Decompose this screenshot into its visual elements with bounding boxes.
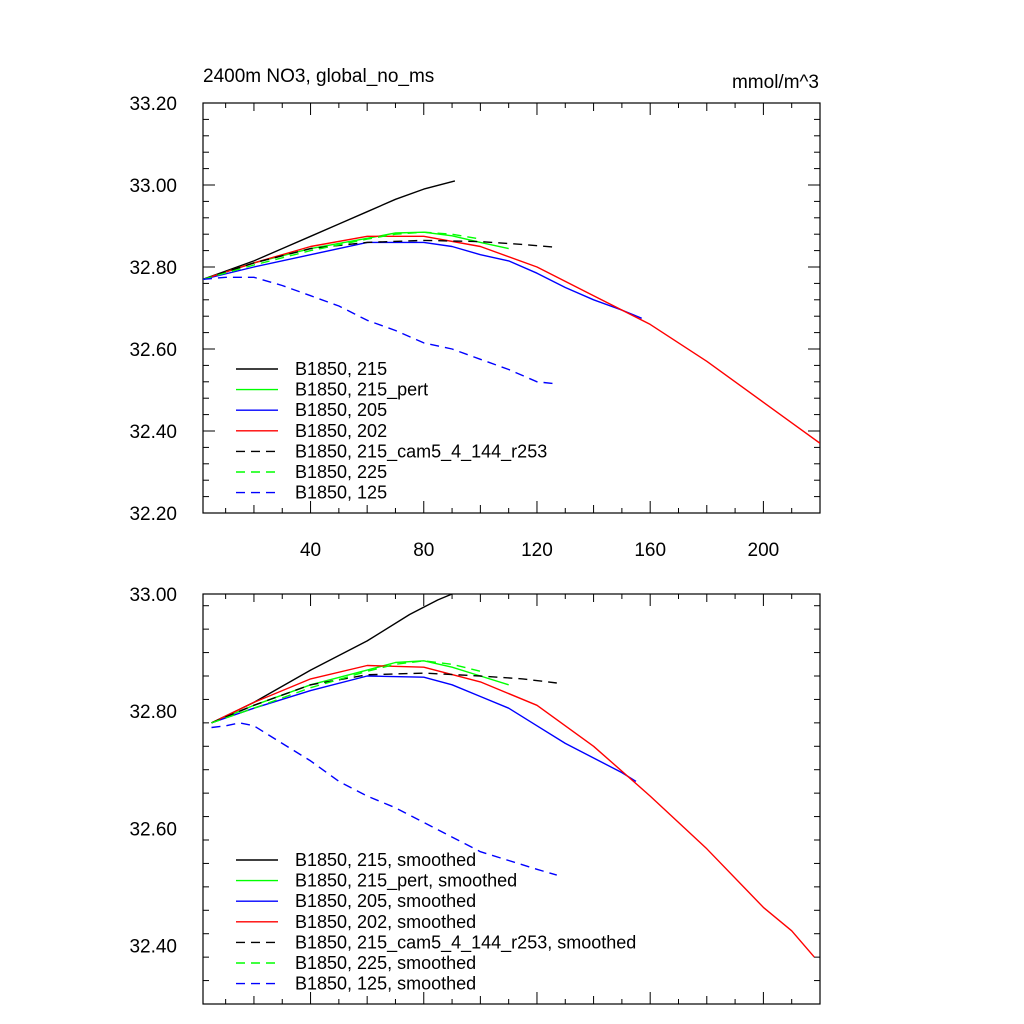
series-line-2	[203, 231, 509, 280]
series-line-5	[203, 239, 557, 280]
legend-label: B1850, 215_cam5_4_144_r253	[295, 441, 547, 462]
x-axis	[225, 594, 821, 1004]
series-line-7	[203, 276, 557, 385]
legend-label: B1850, 125	[295, 483, 387, 503]
series-line-1	[203, 180, 456, 280]
y-tick-label: 32.40	[129, 936, 177, 957]
y-tick-label: 33.00	[129, 585, 177, 606]
y-tick-label: 32.80	[129, 702, 177, 723]
y-tick-label: 33.00	[129, 176, 177, 197]
series-line-3	[203, 241, 642, 319]
x-tick-label: 40	[300, 540, 321, 561]
series-line-4	[203, 235, 820, 444]
y-axis: 32.40 32.60 32.80 33.00	[129, 585, 820, 1005]
legend-label: B1850, 205	[295, 400, 387, 420]
x-tick-label: 160	[634, 540, 666, 561]
y-tick-label: 33.20	[129, 94, 177, 115]
series-line-2	[211, 660, 509, 724]
legend-label: B1850, 205, smoothed	[295, 891, 476, 911]
y-axis: 32.20 32.40 32.60 32.80 33.00 33.20	[129, 94, 820, 525]
series-line-7	[211, 722, 557, 876]
series-line-3	[211, 675, 637, 782]
units-label: mmol/m^3	[732, 72, 819, 93]
legend-label: B1850, 202, smoothed	[295, 912, 476, 932]
series-line-4	[211, 664, 815, 958]
legend-label: B1850, 215, smoothed	[295, 850, 476, 870]
series-line-6	[203, 231, 481, 280]
y-tick-label: 32.80	[129, 258, 177, 279]
series-line-6	[211, 660, 481, 724]
legend-label: B1850, 215_pert	[295, 380, 428, 401]
series-line-1	[211, 594, 453, 724]
x-tick-label: 200	[748, 540, 780, 561]
legend-label: B1850, 225	[295, 462, 387, 482]
y-tick-label: 32.20	[129, 504, 177, 525]
bottom-panel: 32.40 32.60 32.80 33.00 B1850, 215, smoothed…	[129, 585, 821, 1005]
legend-label: B1850, 215	[295, 359, 387, 379]
legend-label: B1850, 202	[295, 421, 387, 441]
chart-title: 2400m NO3, global_no_ms	[203, 66, 434, 87]
series-group	[211, 594, 815, 958]
plot-frame	[202, 593, 821, 1005]
legend-label: B1850, 215_cam5_4_144_r253, smoothed	[295, 932, 636, 953]
y-tick-label: 32.60	[129, 340, 177, 361]
y-tick-label: 32.60	[129, 819, 177, 840]
legend-label: B1850, 215_pert, smoothed	[295, 871, 517, 892]
x-tick-label: 120	[521, 540, 553, 561]
y-tick-label: 32.40	[129, 422, 177, 443]
top-panel: 2400m NO3, global_no_ms mmol/m^3 40 80 120…	[129, 66, 821, 561]
legend-label: B1850, 125, smoothed	[295, 974, 476, 994]
x-axis: 40 80 120 160 200	[225, 103, 821, 561]
legend-label: B1850, 225, smoothed	[295, 953, 476, 973]
series-group	[203, 180, 820, 444]
plot-frame	[202, 102, 821, 514]
x-tick-label: 80	[413, 540, 434, 561]
